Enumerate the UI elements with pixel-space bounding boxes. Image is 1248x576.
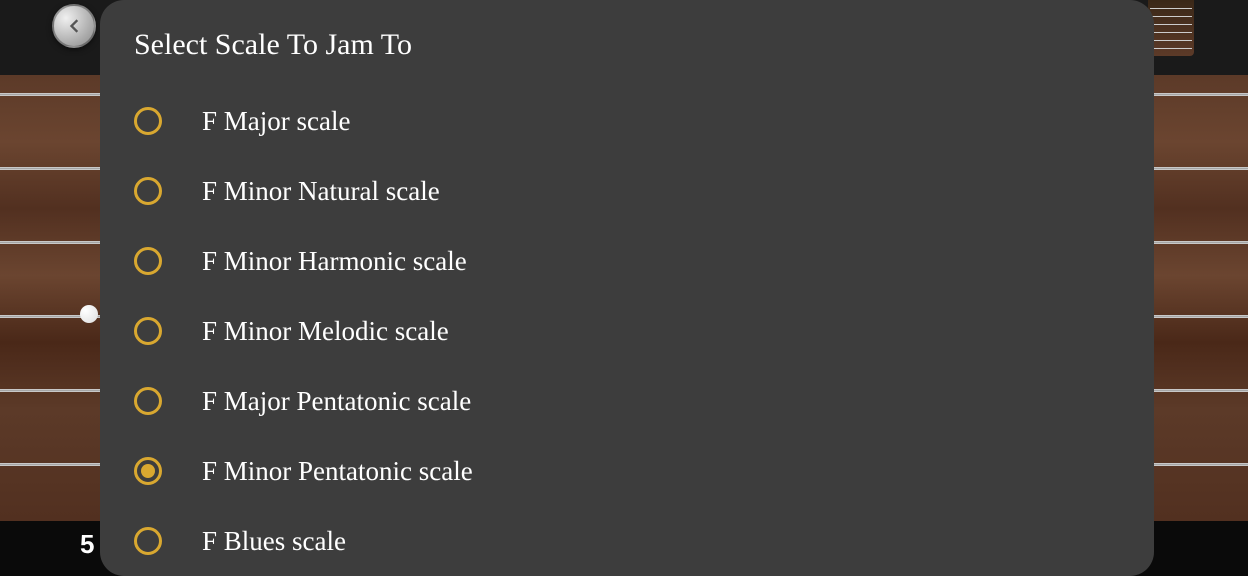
radio-button[interactable]: [134, 177, 162, 205]
scale-option-label: F Minor Melodic scale: [202, 316, 449, 347]
radio-button[interactable]: [134, 247, 162, 275]
scale-select-modal: Select Scale To Jam To F Major scale F Mi…: [100, 0, 1154, 576]
scale-option[interactable]: F Minor Natural scale: [134, 156, 1120, 226]
scale-option-label: F Minor Pentatonic scale: [202, 456, 473, 487]
scale-option[interactable]: F Minor Melodic scale: [134, 296, 1120, 366]
radio-button[interactable]: [134, 457, 162, 485]
scale-option-label: F Minor Harmonic scale: [202, 246, 467, 277]
scale-option[interactable]: F Major scale: [134, 86, 1120, 156]
scale-option[interactable]: F Major Pentatonic scale: [134, 366, 1120, 436]
radio-button[interactable]: [134, 387, 162, 415]
neck-preview: [1148, 0, 1194, 56]
scale-option[interactable]: F Blues scale: [134, 506, 1120, 576]
fret-marker-dot: [80, 305, 98, 323]
modal-title: Select Scale To Jam To: [134, 28, 1120, 62]
back-button[interactable]: [52, 4, 96, 48]
scale-options-list: F Major scale F Minor Natural scale F Mino…: [134, 86, 1120, 576]
scale-option-label: F Major Pentatonic scale: [202, 386, 471, 417]
scale-option-label: F Minor Natural scale: [202, 176, 440, 207]
scale-option[interactable]: F Minor Harmonic scale: [134, 226, 1120, 296]
chevron-left-icon: [64, 16, 84, 36]
radio-button[interactable]: [134, 107, 162, 135]
scale-option-label: F Blues scale: [202, 526, 346, 557]
radio-button[interactable]: [134, 527, 162, 555]
scale-option-label: F Major scale: [202, 106, 350, 137]
scale-option[interactable]: F Minor Pentatonic scale: [134, 436, 1120, 506]
fret-number-label: 5: [80, 529, 94, 560]
radio-button[interactable]: [134, 317, 162, 345]
